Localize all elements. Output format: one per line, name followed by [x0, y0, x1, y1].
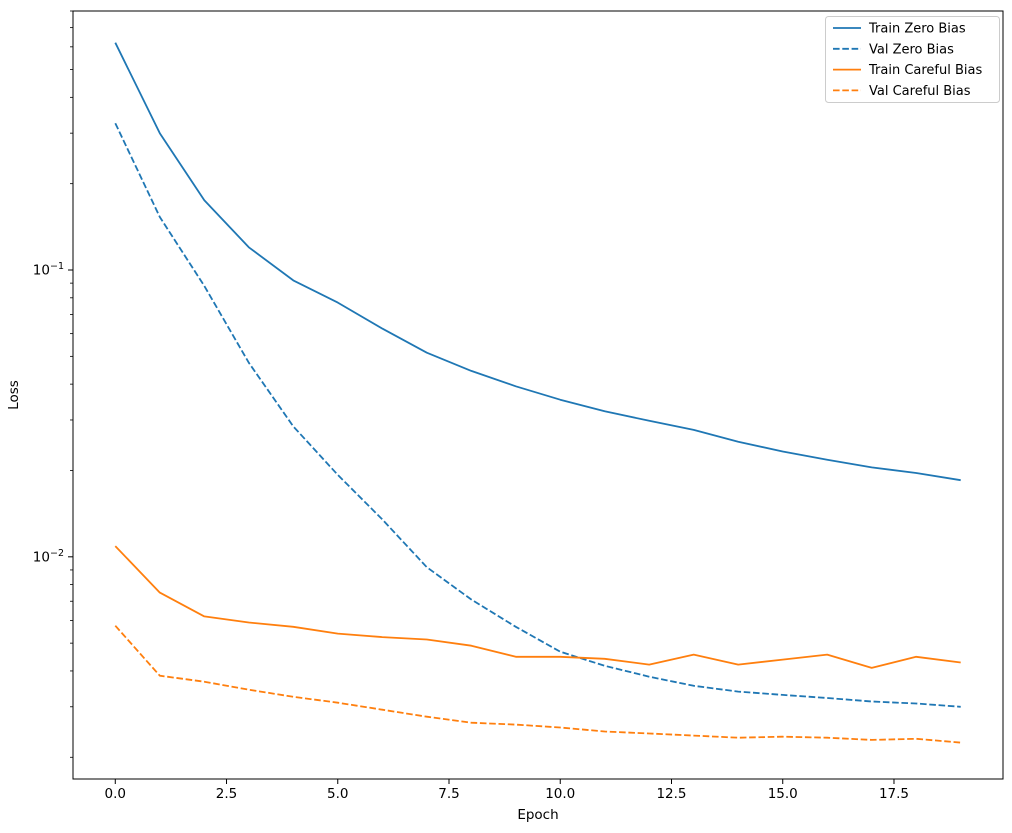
series-line-train-zero-bias: [114, 42, 961, 482]
y-tick-label: 10−1: [33, 261, 64, 279]
legend-box: [825, 16, 1000, 103]
x-tick-label: 7.5: [438, 786, 459, 802]
legend-label: Val Zero Bias: [869, 42, 954, 57]
legend-item-train-careful-bias: Train Careful Bias: [833, 63, 982, 78]
x-tick-label: 10.0: [545, 786, 575, 802]
legend-label: Train Careful Bias: [868, 63, 982, 78]
legend-item-train-zero-bias: Train Zero Bias: [833, 22, 966, 37]
y-tick-label: 10−2: [33, 548, 64, 566]
x-tick-label: 17.5: [879, 786, 909, 802]
x-axis-label: Epoch: [517, 807, 558, 823]
series-line-train-careful-bias: [114, 545, 961, 669]
x-tick-label: 12.5: [656, 786, 686, 802]
series-line-val-zero-bias: [114, 122, 961, 708]
legend-label: Val Careful Bias: [869, 84, 971, 99]
legend-label: Train Zero Bias: [868, 22, 966, 37]
legend-item-val-zero-bias: Val Zero Bias: [833, 42, 954, 57]
plot-frame: [72, 10, 1004, 780]
y-axis-label: Loss: [6, 380, 22, 410]
x-tick-label: 2.5: [216, 786, 237, 802]
x-tick-label: 15.0: [768, 786, 798, 802]
x-tick-label: 0.0: [105, 786, 126, 802]
x-tick-label: 5.0: [327, 786, 348, 802]
legend-item-val-careful-bias: Val Careful Bias: [833, 84, 971, 99]
series-line-val-careful-bias: [114, 625, 961, 744]
